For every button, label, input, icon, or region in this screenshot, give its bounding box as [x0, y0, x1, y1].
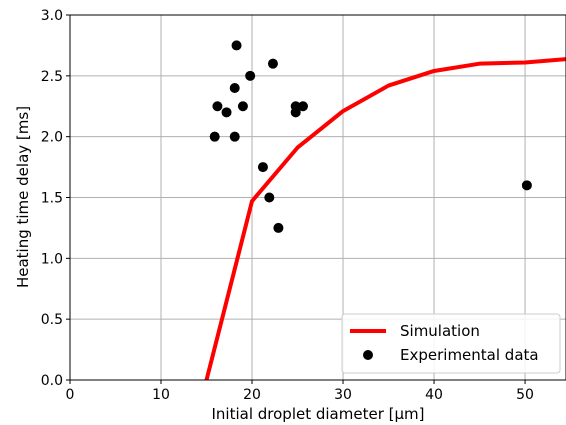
experimental-data-point	[229, 83, 240, 93]
experimental-data-point	[273, 222, 284, 233]
y-axis-title: Heating time delay [ms]	[14, 106, 32, 288]
x-tick-label: 50	[516, 387, 534, 403]
simulation-line	[204, 57, 566, 380]
experimental-data-point	[209, 131, 220, 142]
experimental-data-point	[267, 58, 278, 69]
experimental-data-point	[297, 101, 308, 112]
experimental-data-point	[237, 101, 248, 112]
legend: Simulation Experimental data	[341, 313, 561, 374]
experimental-data-point	[264, 192, 275, 203]
legend-box	[341, 313, 561, 374]
x-tick-label: 30	[334, 387, 352, 403]
experimental-data-point	[221, 107, 232, 118]
experimental-data-point	[521, 180, 532, 191]
y-tick-label: 2.0	[41, 130, 63, 146]
experimental-data-point	[231, 40, 242, 51]
y-axis-ticks: 0.0 0.5 1.0 1.5 2.0 2.5 3.0	[41, 8, 70, 389]
experimental-data-point	[229, 131, 240, 142]
x-tick-label: 20	[243, 387, 261, 403]
legend-marker-experimental-swatch	[363, 350, 373, 360]
experimental-data-point	[212, 101, 223, 112]
experimental-data-point	[257, 162, 268, 173]
experimental-data-point	[290, 101, 301, 112]
y-tick-label: 1.0	[41, 251, 63, 267]
y-tick-label: 3.0	[41, 8, 63, 24]
x-axis-ticks: 0 10 20 30 40 50	[66, 380, 534, 403]
x-axis-title: Initial droplet diameter [µm]	[211, 405, 424, 423]
x-tick-label: 40	[425, 387, 443, 403]
series-layer	[204, 40, 566, 380]
experimental-data-point	[245, 70, 256, 81]
x-tick-label: 10	[152, 387, 170, 403]
legend-label-experimental: Experimental data	[400, 346, 539, 364]
x-tick-label: 0	[66, 387, 75, 403]
y-tick-label: 0.5	[41, 312, 63, 328]
y-tick-label: 1.5	[41, 191, 63, 207]
legend-label-simulation: Simulation	[400, 322, 480, 340]
y-tick-label: 0.0	[41, 373, 63, 389]
y-tick-label: 2.5	[41, 69, 63, 85]
